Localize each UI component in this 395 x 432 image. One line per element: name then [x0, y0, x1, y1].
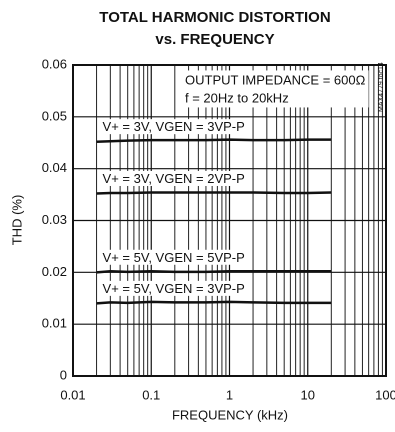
y-tick-label: 0.05 [42, 108, 67, 123]
legend-label: V+ = 3V, VGEN = 3VP-P [103, 119, 245, 134]
x-tick-label: 0.1 [142, 387, 160, 402]
data-line [96, 270, 332, 274]
y-tick-label: 0.01 [42, 316, 67, 331]
x-tick-label: 100 [375, 387, 395, 402]
legend-bg [100, 119, 247, 135]
x-tick-label: 10 [301, 387, 315, 402]
chart-title: TOTAL HARMONIC DISTORTION [99, 9, 330, 26]
annotation: OUTPUT IMPEDANCE = 600Ω [185, 72, 366, 87]
legend-bg [100, 280, 247, 296]
legend-label: V+ = 5V, VGEN = 5VP-P [103, 250, 245, 265]
y-tick-label: 0 [60, 367, 67, 382]
y-tick-label: 0.03 [42, 212, 67, 227]
annotation-bg [182, 70, 369, 108]
y-axis-label: THD (%) [9, 195, 24, 246]
data-line [96, 138, 332, 143]
grid [72, 64, 387, 377]
legend-label: V+ = 3V, VGEN = 2VP-P [103, 171, 245, 186]
legend-label: V+ = 5V, VGEN = 3VP-P [103, 281, 245, 296]
x-axis-label: FREQUENCY (kHz) [172, 407, 288, 422]
y-tick-label: 0.04 [42, 160, 67, 175]
plot-frame [72, 64, 387, 377]
annotation: f = 20Hz to 20kHz [185, 90, 289, 105]
legend-bg [100, 249, 247, 265]
y-tick-label: 0.02 [42, 264, 67, 279]
data-line [96, 191, 332, 195]
x-tick-label: 1 [226, 387, 233, 402]
chart-subtitle: vs. FREQUENCY [155, 31, 274, 48]
data-line [96, 300, 332, 305]
x-tick-label: 0.01 [60, 387, 85, 402]
annotation-side: MAX4779 toc14 [378, 62, 385, 112]
legend-bg [100, 170, 247, 186]
y-tick-label: 0.06 [42, 56, 67, 71]
